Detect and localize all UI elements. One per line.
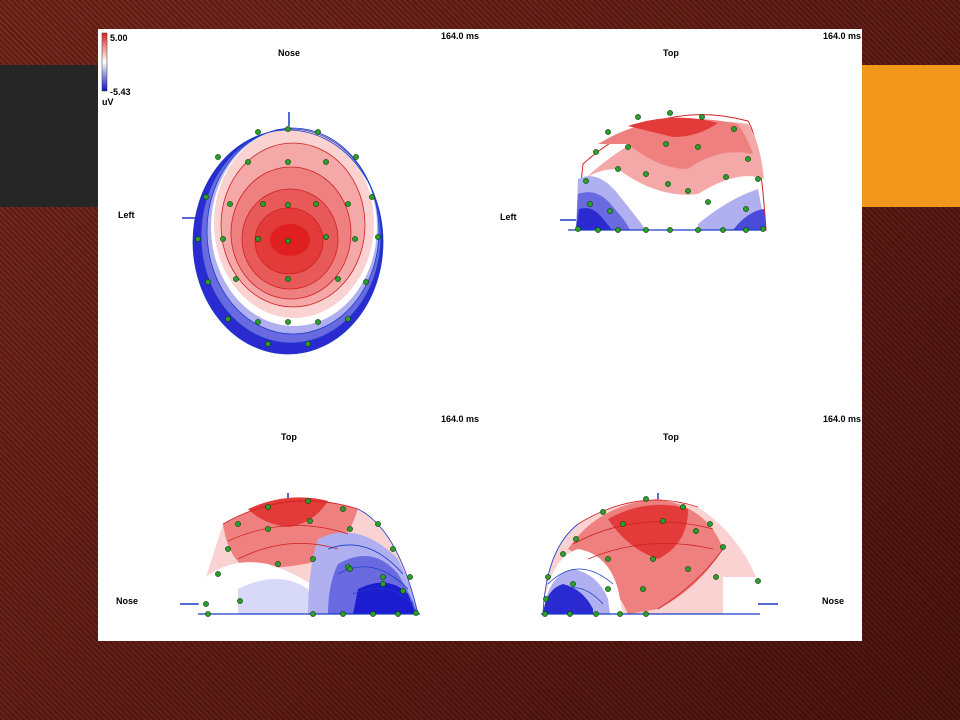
view-side-map-1: 164.0 ms Top Nose	[116, 414, 479, 617]
view1-left-label: Left	[118, 210, 135, 220]
view3-nose-label: Nose	[116, 596, 138, 606]
view1-nose-label: Nose	[278, 48, 300, 58]
view1-time: 164.0 ms	[441, 31, 479, 41]
view4-time: 164.0 ms	[823, 414, 861, 424]
view4-top-label: Top	[663, 432, 679, 442]
view-top-map: 164.0 ms Nose Left	[118, 31, 479, 355]
color-scale: 5.00 -5.43 uV	[101, 32, 131, 107]
color-scale-max: 5.00	[110, 33, 128, 43]
view4-nose-label: Nose	[822, 596, 844, 606]
color-scale-min: -5.43	[110, 87, 131, 97]
view2-top-label: Top	[663, 48, 679, 58]
color-scale-bar	[101, 32, 108, 92]
view-left-map: 164.0 ms Top Left	[500, 31, 861, 233]
view2-time: 164.0 ms	[823, 31, 861, 41]
view3-top-label: Top	[281, 432, 297, 442]
orange-accent-block	[860, 65, 960, 207]
view-side-map-2: 164.0 ms Top Nose	[541, 414, 861, 617]
color-scale-unit: uV	[102, 97, 114, 107]
view3-time: 164.0 ms	[441, 414, 479, 424]
topography-panel: 5.00 -5.43 uV 164.0 ms Nose Left	[98, 29, 862, 641]
topography-maps: 5.00 -5.43 uV 164.0 ms Nose Left	[101, 31, 861, 617]
view2-left-label: Left	[500, 212, 517, 222]
dark-accent-block	[0, 65, 100, 207]
